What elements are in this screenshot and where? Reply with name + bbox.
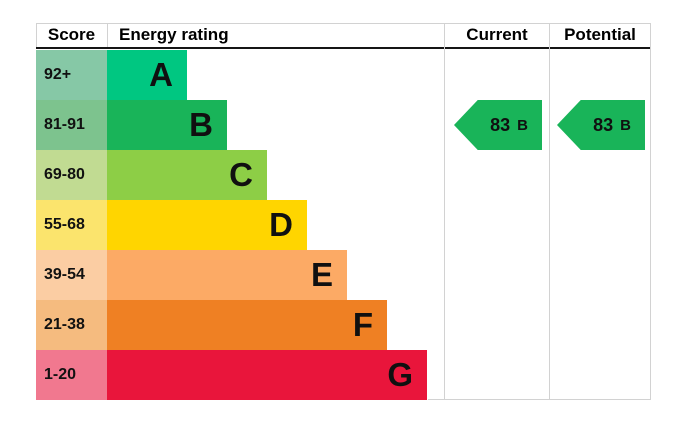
current-rating-value: 83 [490,114,511,135]
band-bar: B [107,100,227,150]
current-column-left-border [444,23,445,400]
current-rating-arrow: 83 B [454,100,542,150]
header-energy-rating: Energy rating [119,25,229,44]
header-current: Current [466,25,528,44]
band-score-range: 39-54 [36,250,107,300]
current-rating-band: B [517,116,528,134]
table-top-border [36,23,650,24]
band-score-range: 1-20 [36,350,107,400]
band-score-range: 81-91 [36,100,107,150]
band-score-range: 69-80 [36,150,107,200]
header-underline [36,47,650,49]
band-bar: F [107,300,387,350]
header-left-border [36,23,37,47]
band-bar: C [107,150,267,200]
potential-column-left-border [549,23,550,400]
table-right-border [650,23,651,400]
potential-rating-band: B [620,116,631,134]
table-bottom-border [428,399,651,400]
header-score-divider [107,23,108,47]
header-score: Score [47,25,96,44]
band-bar: D [107,200,307,250]
band-score-range: 92+ [36,50,107,100]
potential-rating-arrow: 83 B [557,100,645,150]
band-bar: A [107,50,187,100]
band-score-range: 21-38 [36,300,107,350]
band-bar: E [107,250,347,300]
band-score-range: 55-68 [36,200,107,250]
header-potential: Potential [564,25,636,44]
potential-rating-value: 83 [593,114,614,135]
band-bar: G [107,350,427,400]
